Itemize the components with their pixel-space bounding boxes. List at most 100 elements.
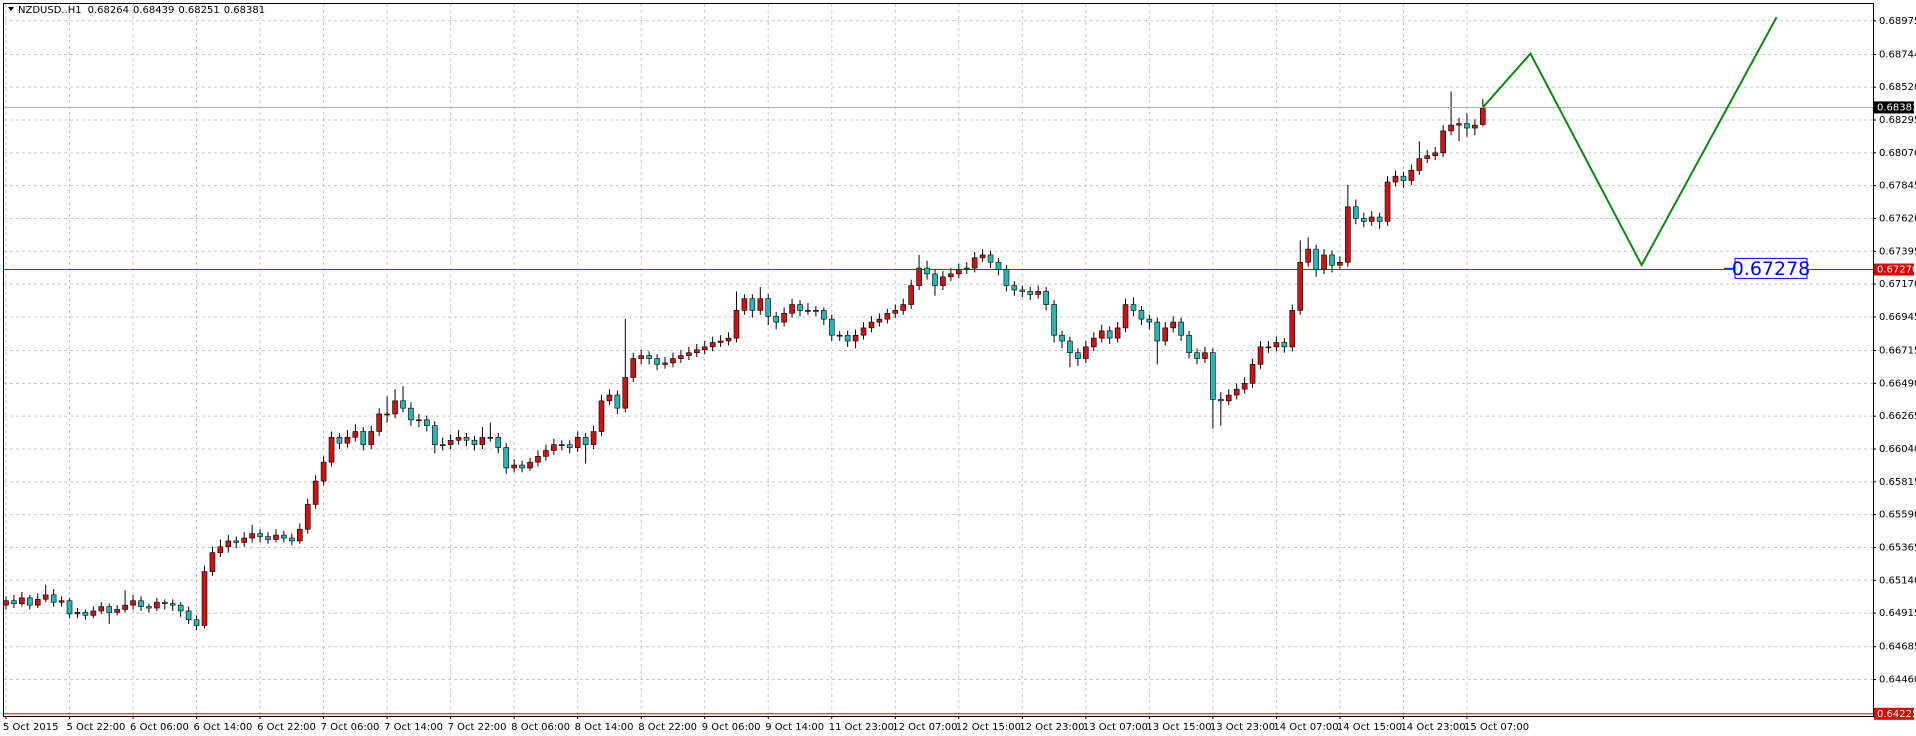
level-label-box	[1874, 707, 1914, 720]
candle-body	[574, 437, 581, 448]
x-tick-label: 13 Oct 15:00	[1146, 722, 1211, 733]
candle-body	[1067, 340, 1073, 354]
x-tick-label: 6 Oct 06:00	[130, 722, 189, 733]
candle-body	[130, 600, 136, 606]
candle-body	[940, 276, 946, 286]
candle-body	[265, 536, 271, 540]
candle-body	[1098, 330, 1105, 339]
candle-body	[1194, 352, 1200, 359]
candle-body	[995, 261, 1002, 270]
candle-body	[844, 334, 851, 342]
x-tick-label: 6 Oct 14:00	[194, 722, 253, 733]
candle-body	[654, 358, 660, 365]
candle-body	[106, 606, 113, 613]
candle-body	[416, 419, 422, 422]
candle-body	[1035, 291, 1041, 295]
candle-body	[1297, 261, 1304, 311]
candle-body	[797, 304, 803, 311]
candle-body	[1218, 399, 1224, 402]
candle-body	[1257, 346, 1264, 365]
candle-body	[1376, 216, 1383, 222]
candle-body	[987, 254, 994, 263]
candle-body	[392, 400, 398, 415]
candle-body	[360, 431, 367, 445]
projection-line	[1482, 16, 1778, 268]
candle-body	[1448, 124, 1454, 132]
y-tick-label: 0.64915	[1879, 608, 1916, 619]
candle-body	[1480, 107, 1486, 125]
candle-body	[749, 298, 756, 311]
candle-body	[971, 257, 978, 269]
candle-body	[1345, 206, 1351, 263]
candle-body	[725, 337, 732, 342]
candle-body	[1408, 170, 1415, 181]
candle-body	[185, 610, 192, 621]
candle-body	[209, 552, 216, 572]
candle-body	[828, 318, 835, 336]
candle-body	[1249, 364, 1256, 384]
candle-body	[138, 600, 144, 607]
candle-body	[1003, 269, 1010, 286]
candle-body	[368, 431, 375, 445]
candle-body	[503, 447, 510, 469]
candle-body	[892, 310, 899, 314]
candle-body	[765, 298, 772, 317]
candle-body	[201, 571, 208, 626]
candle-body	[916, 267, 922, 286]
x-tick-label: 5 Oct 22:00	[67, 722, 126, 733]
candle-body	[400, 400, 406, 409]
x-tick-label: 7 Oct 06:00	[321, 722, 380, 733]
close: 0.68381	[224, 5, 265, 16]
candle-body	[813, 310, 819, 312]
candle-body	[439, 444, 446, 446]
candle-body	[1281, 342, 1288, 348]
candle-body	[1051, 304, 1057, 336]
candle-body	[1392, 175, 1399, 183]
candle-body	[614, 394, 621, 409]
candle-body	[471, 439, 478, 445]
candle-body	[908, 285, 914, 305]
candle-body	[66, 600, 73, 615]
candle-body	[773, 315, 779, 323]
x-tick-label: 5 Oct 2015	[3, 722, 58, 733]
candle-body	[582, 437, 589, 445]
candle-body	[122, 604, 128, 610]
candle-body	[19, 597, 25, 604]
candle-body	[169, 603, 176, 606]
candle-body	[90, 610, 97, 616]
candle-body	[376, 413, 382, 432]
candle-body	[217, 546, 224, 553]
candle-body	[630, 358, 637, 378]
current-price-box	[1874, 101, 1914, 114]
menu-triangle	[8, 7, 14, 11]
candle-body	[1186, 334, 1192, 354]
candle-body	[233, 540, 240, 543]
candle-body	[50, 594, 57, 603]
candle-body	[162, 601, 168, 604]
candle-body	[948, 273, 954, 278]
candle-body	[860, 327, 867, 336]
candle-body	[1233, 388, 1240, 396]
candle-body	[1368, 216, 1375, 222]
candle-body	[1241, 383, 1248, 390]
candle-body	[384, 413, 390, 416]
candle-body	[1090, 337, 1097, 348]
open: 0.68264	[88, 5, 129, 16]
y-tick-label: 0.65365	[1879, 542, 1916, 553]
candle-body	[1353, 206, 1359, 219]
grid	[4, 4, 1873, 716]
candle-body	[1440, 130, 1446, 154]
y-tick-label: 0.66265	[1879, 411, 1916, 422]
x-tick-label: 12 Oct 15:00	[956, 722, 1021, 733]
candle-body	[479, 437, 486, 445]
candle-body	[1305, 248, 1311, 263]
candle-body	[733, 310, 740, 339]
candle-body	[963, 267, 970, 270]
candle-body	[27, 597, 33, 606]
